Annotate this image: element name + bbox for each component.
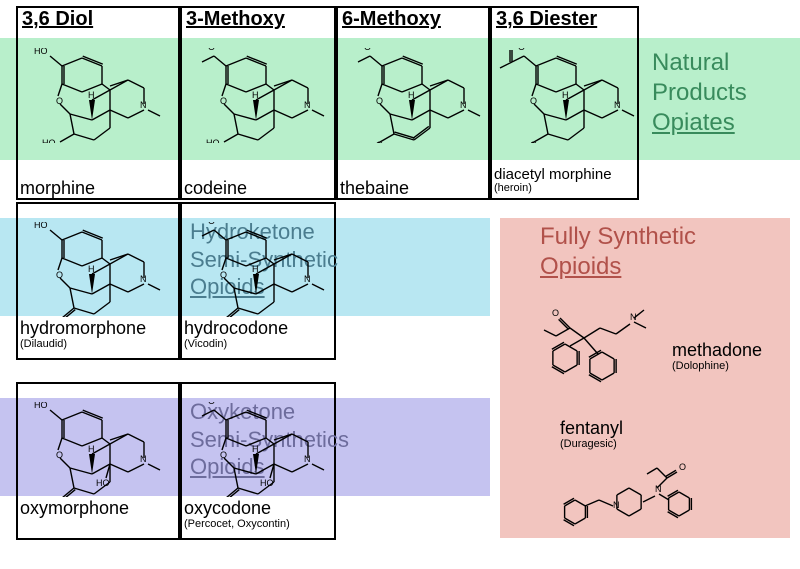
brand-methadone: (Dolophine) — [672, 360, 729, 372]
svg-text:O: O — [220, 96, 227, 106]
svg-text:N: N — [140, 454, 147, 464]
svg-text:O: O — [530, 96, 537, 106]
band-label-synthetic: Fully SyntheticOpioids — [540, 222, 696, 282]
svg-text:H: H — [88, 444, 95, 454]
structure-morphine: HO O HO N H — [22, 48, 162, 143]
structure-diacetyl-morphine: OOONH — [496, 48, 636, 143]
svg-text:O: O — [216, 316, 223, 317]
name-oxycodone: oxycodone — [184, 498, 271, 519]
brand-oxycodone: (Percocet, Oxycontin) — [184, 518, 290, 530]
svg-text:O: O — [52, 316, 59, 317]
svg-text:H: H — [562, 90, 569, 100]
svg-text:HO: HO — [96, 478, 110, 488]
structure-hydrocodone: O O O N H — [186, 222, 326, 317]
col-header-3meo: 3-Methoxy — [186, 8, 285, 31]
svg-text:H: H — [88, 264, 95, 274]
brand-hydromorphone: (Dilaudid) — [20, 338, 67, 350]
svg-text:O: O — [364, 48, 371, 52]
svg-text:O: O — [56, 450, 63, 460]
svg-text:O: O — [220, 450, 227, 460]
svg-text:N: N — [614, 100, 621, 110]
svg-text:O: O — [208, 48, 215, 52]
band-label-natural: NaturalProductsOpiates — [652, 48, 747, 138]
svg-text:O: O — [56, 96, 63, 106]
svg-text:H: H — [252, 90, 259, 100]
svg-text:HO: HO — [34, 222, 48, 230]
structure-hydromorphone: HO O O N H — [22, 222, 162, 317]
svg-text:HO: HO — [206, 138, 220, 143]
svg-text:HO: HO — [34, 48, 48, 56]
brand-fentanyl: (Duragesic) — [560, 438, 617, 450]
svg-text:N: N — [613, 500, 620, 510]
svg-text:H: H — [252, 264, 259, 274]
structure-methadone: NO — [530, 288, 670, 383]
structure-fentanyl: N N O — [555, 452, 695, 547]
svg-text:H: H — [252, 444, 259, 454]
svg-text:N: N — [140, 100, 147, 110]
col-header-6meo: 6-Methoxy — [342, 8, 441, 31]
structure-thebaine: OOONH — [342, 48, 482, 143]
svg-text:H: H — [88, 90, 95, 100]
svg-text:HO: HO — [34, 402, 48, 410]
name-diacetyl-morphine: diacetyl morphine — [494, 166, 612, 183]
name-hydrocodone: hydrocodone — [184, 318, 288, 339]
svg-text:N: N — [460, 100, 467, 110]
svg-text:N: N — [304, 100, 311, 110]
name-methadone: methadone — [672, 340, 762, 361]
svg-text:O: O — [679, 462, 686, 472]
svg-text:H: H — [408, 90, 415, 100]
svg-text:O: O — [376, 96, 383, 106]
brand-diacetyl-morphine: (heroin) — [494, 182, 532, 194]
name-codeine: codeine — [184, 178, 247, 199]
name-fentanyl: fentanyl — [560, 418, 623, 439]
svg-text:N: N — [304, 274, 311, 284]
brand-hydrocodone: (Vicodin) — [184, 338, 227, 350]
svg-text:HO: HO — [260, 478, 274, 488]
svg-text:O: O — [518, 48, 525, 52]
svg-text:O: O — [216, 496, 223, 497]
name-hydromorphone: hydromorphone — [20, 318, 146, 339]
svg-text:O: O — [52, 496, 59, 497]
structure-oxymorphone: HO O O N H HO — [22, 402, 162, 497]
svg-text:O: O — [56, 270, 63, 280]
svg-text:O: O — [208, 402, 215, 406]
col-header-diol: 3,6 Diol — [22, 8, 93, 31]
structure-codeine: O O HO N H — [186, 48, 326, 143]
svg-text:O: O — [220, 270, 227, 280]
name-oxymorphone: oxymorphone — [20, 498, 129, 519]
col-header-diester: 3,6 Diester — [496, 8, 597, 31]
structure-oxycodone: O O O N H HO — [186, 402, 326, 497]
name-morphine: morphine — [20, 178, 95, 199]
svg-text:O: O — [208, 222, 215, 226]
svg-text:HO: HO — [42, 138, 56, 143]
svg-text:N: N — [304, 454, 311, 464]
svg-text:N: N — [140, 274, 147, 284]
svg-text:O: O — [552, 308, 559, 318]
svg-text:N: N — [655, 484, 662, 494]
name-thebaine: thebaine — [340, 178, 409, 199]
